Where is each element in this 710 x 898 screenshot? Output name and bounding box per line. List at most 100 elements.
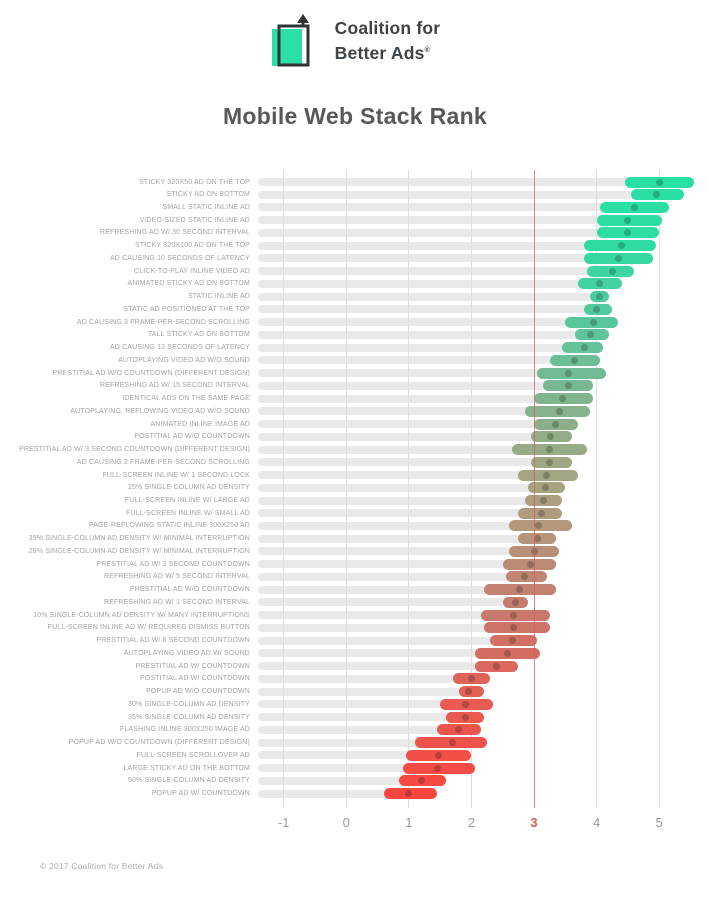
row-label: AD CAUSING 12 SECONDS OF LATENCY	[109, 344, 250, 352]
row-label: IDENTICAL ADS ON THE SAME PAGE	[122, 395, 250, 403]
row-label: AD CAUSING 10 SECONDS OF LATENCY	[109, 254, 250, 262]
row-mean-dot	[510, 611, 518, 619]
row-track	[258, 483, 566, 492]
logo-text-line2: Better Ads	[334, 42, 425, 63]
row-label: FULL-SCREEN INLINE W/ LARGE AD	[124, 497, 250, 504]
gridline	[345, 170, 347, 808]
row-mean-dot	[533, 535, 541, 543]
row-mean-dot	[624, 216, 632, 224]
row-label: POSTITIAL AD W/ COUNTDOWN	[139, 675, 250, 683]
row-label: FULL-SCREEN INLINE W/ SMALL AD	[125, 509, 250, 517]
row-track	[258, 279, 622, 288]
row-track	[258, 713, 484, 722]
row-track	[258, 598, 528, 607]
row-track	[258, 394, 594, 403]
gridline	[596, 170, 598, 808]
row-mean-dot	[504, 649, 512, 657]
row-label: STATIC INLINE AD	[187, 293, 250, 301]
row-mean-dot	[655, 178, 663, 186]
row-label: PRESTITIAL AD W/ COUNTDOWN	[135, 662, 250, 670]
row-label: PRESTITIAL AD W/O COUNTDOWN	[129, 586, 250, 594]
row-track	[258, 369, 606, 378]
gridline	[408, 170, 410, 808]
row-mean-dot	[586, 331, 594, 339]
gridline	[658, 170, 660, 808]
axis-tick-label: 5	[655, 815, 663, 830]
row-track	[258, 228, 660, 237]
row-label: PRESTITIAL AD W/ 3 SECOND COUNTDOWN	[96, 560, 250, 568]
row-track	[258, 381, 594, 390]
row-label: LARGE STICKY AD ON THE BOTTOM	[123, 764, 250, 772]
row-track	[258, 560, 556, 569]
row-track	[258, 674, 491, 683]
row-track	[258, 636, 538, 645]
axis-tick-label: 2	[467, 815, 476, 830]
row-label: TALL STICKY AD ON BOTTOM	[147, 331, 250, 339]
row-track	[258, 178, 694, 186]
row-mean-dot	[521, 573, 529, 581]
row-mean-dot	[434, 751, 442, 759]
row-label: 25% SINGLE-COLUMN AD DENSITY	[127, 484, 250, 492]
row-label: VIDEO-SIZED STATIC INLINE AD	[139, 216, 250, 224]
row-track	[258, 407, 591, 416]
row-mean-dot	[539, 497, 547, 504]
threshold-line	[533, 170, 535, 808]
row-label: CLICK-TO-PLAY INLINE VIDEO AD	[134, 267, 250, 275]
row-label: AD CAUSING 2 FRAME-PER-SECOND SCROLLING	[76, 458, 250, 466]
row-track	[258, 343, 603, 352]
row-mean-dot	[630, 203, 638, 211]
row-mean-dot	[547, 433, 555, 441]
row-mean-dot	[546, 446, 554, 454]
row-mean-dot	[593, 305, 601, 313]
row-mean-dot	[434, 764, 442, 772]
row-label: ANIMATED STICKY AD ON BOTTOM	[127, 280, 250, 288]
row-track	[258, 649, 541, 658]
row-mean-dot	[455, 726, 463, 734]
row-label: STICKY 320X100 AD ON THE TOP	[135, 242, 250, 250]
row-mean-dot	[652, 191, 660, 199]
row-track	[258, 611, 550, 620]
row-label: PRESTITIAL AD W/ 6 SECOND COUNTDOWN	[96, 637, 250, 645]
row-track	[258, 496, 563, 505]
row-track	[258, 267, 635, 276]
row-mean-dot	[555, 407, 563, 415]
row-track	[258, 572, 547, 581]
coalition-logo-text: Coalition for Better Ads®	[335, 18, 441, 64]
row-label: 50% SINGLE-COLUMN AD DENSITY	[127, 777, 250, 785]
row-label: PRESTITIAL AD W/ 3 SECOND COUNTDOWN (DIF…	[19, 446, 250, 454]
row-track	[258, 241, 657, 250]
row-track	[258, 509, 563, 518]
row-mean-dot	[614, 254, 622, 262]
row-mean-dot	[492, 662, 500, 670]
row-mean-dot	[543, 471, 551, 479]
row-label: 30% SINGLE-COLUMN AD DENSITY	[127, 700, 250, 708]
row-label: FULL-SCREEN INLINE W/ 1 SECOND LOCK	[102, 471, 250, 479]
row-mean-dot	[417, 777, 425, 785]
row-label: PAGE-REFLOWING STATIC INLINE 300X250 AD	[88, 522, 250, 530]
row-mean-dot	[558, 395, 566, 403]
row-mean-dot	[508, 637, 516, 645]
row-track	[258, 305, 613, 314]
chart-title: Mobile Web Stack Rank	[222, 103, 488, 129]
row-track	[258, 700, 494, 709]
row-label: POPUP AD W/O COUNTDOWN (DIFFERENT DESIGN…	[68, 739, 250, 747]
row-track	[258, 751, 472, 760]
row-label: AUTOPLAYING VIDEO AD W/O SOUND	[118, 356, 250, 364]
row-track	[258, 420, 578, 429]
row-mean-dot	[461, 713, 469, 721]
row-mean-dot	[564, 382, 572, 390]
row-label: STATIC AD POSITIONED AT THE TOP	[123, 305, 250, 313]
row-label: FLASHING INLINE 300X250 IMAGE AD	[119, 726, 250, 734]
row-label: 25% SINGLE-COLUMN AD DENSITY W/ MINIMAL …	[28, 547, 250, 555]
row-mean-dot	[618, 242, 626, 250]
row-track	[258, 776, 447, 785]
row-mean-dot	[608, 267, 616, 275]
row-mean-dot	[538, 509, 546, 517]
row-track	[258, 585, 556, 594]
row-label: POPUP AD W/O COUNTDOWN	[146, 688, 250, 696]
header-logo: Coalition for Better Ads®	[0, 14, 710, 68]
row-mean-dot	[552, 420, 560, 428]
registered-trademark: ®	[424, 46, 430, 54]
gridline	[470, 170, 472, 808]
row-label: 10% SINGLE-COLUMN AD DENSITY W/ MANY INT…	[33, 611, 250, 619]
